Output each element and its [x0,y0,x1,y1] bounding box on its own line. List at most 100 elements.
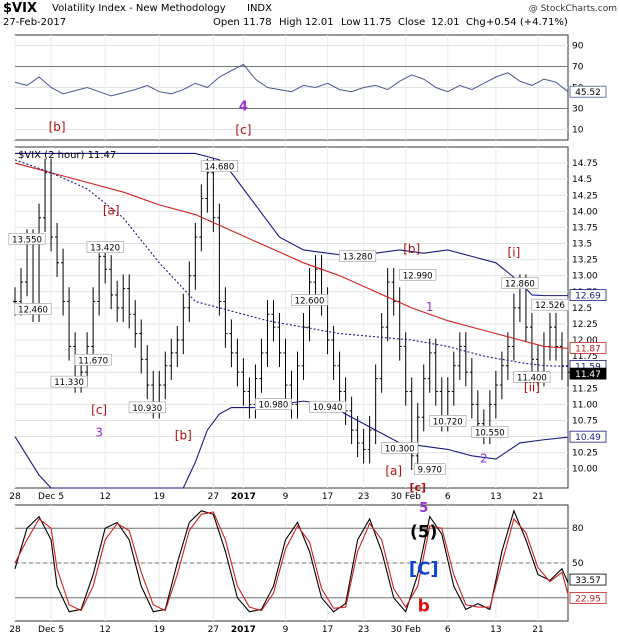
index-name: Volatility Index - New Methodology [52,3,226,14]
x-tick-label: 19 [154,492,166,502]
wave-label: 2 [480,451,488,465]
x-tick-label: 19 [154,625,166,635]
y-tick-label: 10 [572,126,584,136]
x-tick-label: 9 [283,492,289,502]
price-label: 10.940 [313,403,343,413]
wave-label: [b] [403,242,420,256]
price-label-box [471,426,509,438]
x-tick-label: Dec 5 [38,492,64,502]
y-tick-label: 12.00 [572,336,598,346]
price-label-box [309,400,347,413]
value-badge-box [569,430,607,443]
price-label: 13.280 [343,253,373,263]
price-label-box [8,232,46,245]
y-tick-label: 14.75 [572,159,598,169]
price-label: 10.980 [259,401,289,411]
x-tick-label: 30 Feb [391,492,422,502]
y-tick-label: 10.00 [572,465,598,475]
wave-label: [ii] [524,380,540,394]
x-tick-label: 2017 [231,625,256,635]
y-tick-label: 14.25 [572,191,598,201]
value-badge: 10.49 [575,433,601,443]
value-badge-box [569,341,607,354]
y-tick-label: 70 [572,63,584,73]
wave-annotation: [c] [409,481,426,494]
value-badge: 11.59 [575,362,601,372]
x-tick-label: 30 Feb [391,625,422,635]
wave-annotation: b [418,597,430,617]
low-value: 11.75 [363,17,392,28]
x-tick-label: 28 [9,625,21,635]
price-panel: 10.0010.2510.510.7511.0011.2511.511.7512… [8,120,607,502]
price-label-box [14,303,52,315]
price-label-box [254,398,292,410]
x-tick-label: 13 [490,625,501,635]
series-line [15,152,568,297]
high-value: 12.01 [305,17,334,28]
y-tick-label: 30 [572,105,584,115]
price-panel-title: $VIX (2 hour) 11.47 [18,150,116,161]
price-label-box [413,463,446,475]
y-tick-label: 12.25 [572,320,598,330]
price-label-box [531,298,569,311]
price-label: 9.970 [418,466,442,476]
price-label: 10.720 [433,417,463,427]
y-tick-label: 13.75 [572,223,598,233]
symbol-label: $VIX [3,1,37,16]
value-badge: 45.52 [575,88,601,98]
low-label: Low [341,17,361,28]
wave-label: [c] [235,123,251,137]
wave-label: [a] [385,464,402,478]
y-tick-label: 14.5 [572,175,592,185]
wave-annotation: [C] [409,559,439,580]
value-badge-box [569,289,607,302]
y-tick-label: 14.00 [572,207,598,217]
series-line [14,400,569,489]
wave-annotation: 5 [419,501,428,516]
rsi-line [14,63,569,97]
wave-label: [b] [49,120,66,134]
wave-label: [i] [508,245,521,259]
x-tick-label: 17 [322,492,333,502]
wave-annotation: 4 [239,100,248,115]
price-label: 13.420 [90,244,120,254]
price-label: 12.460 [18,305,48,315]
price-label-box [501,277,539,289]
wave-annotation: (5) [410,522,437,542]
x-tick-label: 6 [445,625,451,635]
price-label: 12.860 [505,280,535,290]
price-label-box [74,353,112,366]
price-label-box [513,371,551,383]
value-badge: 22.95 [575,594,601,604]
high-label: High [279,17,302,28]
value-badge: 33.57 [575,576,601,586]
wave-label: [b] [175,429,192,443]
x-tick-label: 27 [208,492,219,502]
x-tick-label: 12 [99,625,110,635]
price-label-box [291,294,329,306]
value-badge-box [569,367,607,380]
price-label: 11.330 [54,378,84,388]
series-line [14,511,569,612]
price-label: 13.550 [12,235,42,245]
series-line [14,509,569,613]
x-tick-label: 13 [490,492,501,502]
y-tick-label: 50 [572,559,584,569]
watermark: @ StockCharts.com [529,4,617,14]
x-tick-label: 9 [283,625,289,635]
price-label: 12.600 [295,296,325,306]
wave-label: 3 [95,426,103,440]
y-tick-label: 11.25 [572,384,598,394]
open-value: 11.78 [243,17,272,28]
value-badge-box [569,573,607,586]
exchange-label: INDX [247,3,272,14]
x-tick-label: 28 [9,492,21,502]
wave-label: [c] [91,403,107,417]
x-tick-label: 27 [208,625,219,635]
wave-label: [a] [103,204,120,218]
chg-value: +0.54 (+4.71%) [486,17,568,28]
y-tick-label: 12.5 [572,304,592,314]
price-label-box [381,442,419,454]
y-tick-label: 80 [572,524,584,534]
